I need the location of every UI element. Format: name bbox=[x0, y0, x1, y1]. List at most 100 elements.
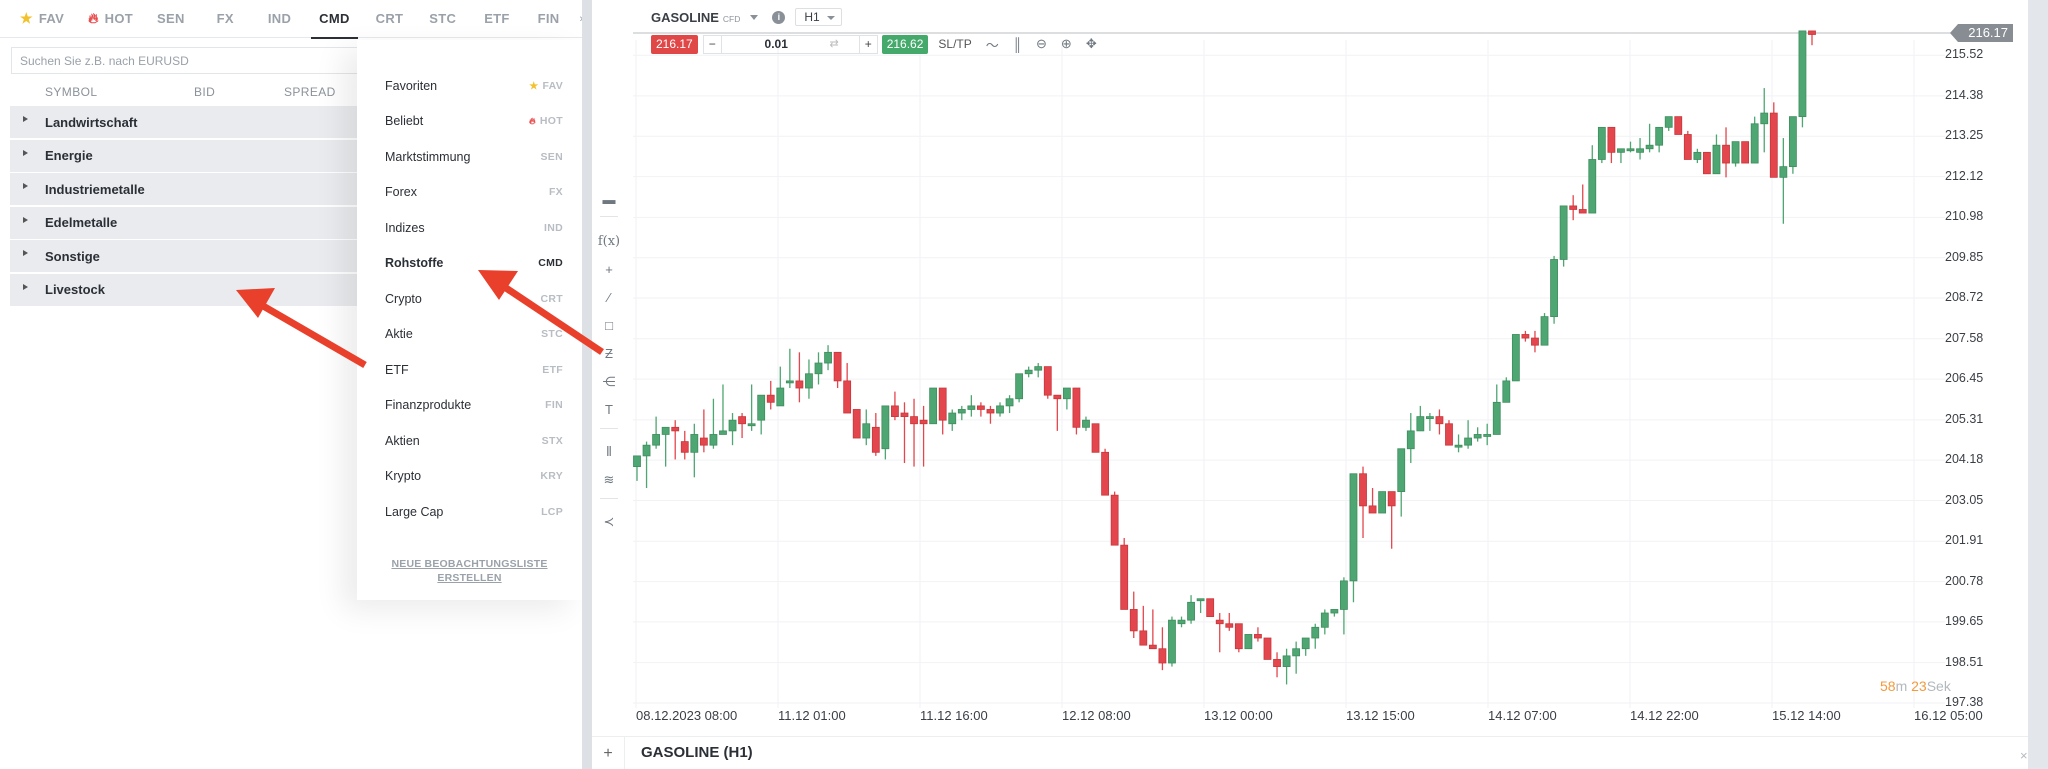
increase-button[interactable]: + bbox=[858, 35, 877, 53]
price-tick: 198.51 bbox=[1945, 654, 1984, 669]
time-tick: 12.12 08:00 bbox=[1062, 708, 1131, 723]
line-chart-icon[interactable]: 〜 bbox=[985, 37, 999, 53]
quantity-stepper: − 0.01 ⇄ + bbox=[702, 34, 878, 54]
time-tick: 13.12 15:00 bbox=[1346, 708, 1415, 723]
chart-type-icon[interactable]: ▬ bbox=[602, 192, 616, 207]
drawing-toolbar: ▬ f(x) + ⁄ □ Ƶ ⋲ T ⫴ ≋ ≺ bbox=[592, 180, 626, 560]
decrease-button[interactable]: − bbox=[704, 35, 722, 53]
layers-icon[interactable]: ≋ bbox=[603, 472, 615, 487]
menu-item-large-cap[interactable]: Large Cap LCP bbox=[385, 505, 563, 519]
pitchfork-icon[interactable]: ⋲ bbox=[602, 374, 616, 389]
group-industriemetalle[interactable]: Industriemetalle bbox=[10, 173, 362, 205]
price-tick: 208.72 bbox=[1945, 290, 1984, 305]
menu-item-finanzprodukte[interactable]: Finanzprodukte FIN bbox=[385, 398, 563, 412]
tab-fav[interactable]: ★ FAV bbox=[20, 10, 65, 26]
menu-item-krypto[interactable]: Krypto KRY bbox=[385, 469, 563, 483]
crosshair-icon[interactable]: + bbox=[605, 262, 613, 277]
time-tick: 16.12 05:00 bbox=[1914, 708, 1983, 723]
column-bid[interactable]: BID bbox=[194, 85, 216, 99]
menu-item-indizes[interactable]: Indizes IND bbox=[385, 221, 563, 235]
flame-icon: 🔥︎ bbox=[88, 10, 99, 26]
time-tick: 08.12.2023 08:00 bbox=[636, 708, 738, 723]
share-icon[interactable]: ≺ bbox=[603, 514, 615, 529]
add-pane-button[interactable]: + bbox=[592, 737, 625, 769]
group-landwirtschaft[interactable]: Landwirtschaft bbox=[10, 106, 362, 138]
current-price-label: 216.17 bbox=[1950, 24, 2013, 42]
group-sonstige[interactable]: Sonstige bbox=[10, 240, 362, 272]
tab-stc[interactable]: STC bbox=[429, 11, 457, 26]
menu-item-beliebt[interactable]: Beliebt 🔥︎ HOT bbox=[385, 114, 563, 128]
column-symbol[interactable]: SYMBOL bbox=[45, 85, 98, 99]
column-spread[interactable]: SPREAD bbox=[284, 85, 336, 99]
trade-bar: 216.17 − 0.01 ⇄ + 216.62 SL/TP 〜 ║ ⊖ ⊕ ✥ bbox=[651, 34, 1097, 54]
create-watchlist-link[interactable]: NEUE BEOBACHTUNGSLISTE ERSTELLEN bbox=[391, 558, 548, 584]
star-icon: ★ bbox=[20, 10, 33, 26]
candles-icon[interactable]: ║ bbox=[1012, 36, 1022, 52]
menu-item-rohstoffe[interactable]: Rohstoffe CMD bbox=[385, 256, 563, 270]
chart-area bbox=[592, 0, 2028, 769]
expand-arrow-icon bbox=[23, 250, 28, 256]
time-tick: 14.12 22:00 bbox=[1630, 708, 1699, 723]
tab-fin[interactable]: FIN bbox=[537, 11, 560, 26]
price-tick: 197.38 bbox=[1945, 695, 1984, 709]
symbol-dropdown-icon[interactable] bbox=[750, 14, 759, 20]
quantity-input[interactable]: 0.01 bbox=[764, 37, 788, 51]
menu-item-etf[interactable]: ETF ETF bbox=[385, 363, 563, 377]
timeframe-select[interactable]: H1 bbox=[795, 8, 843, 26]
trendline-icon[interactable]: ⁄ bbox=[607, 290, 611, 305]
price-axis[interactable]: 215.52 214.38 213.25 212.12 210.98 209.85 208.… bbox=[1945, 0, 2025, 720]
close-icon[interactable]: × bbox=[2020, 748, 2028, 763]
group-energie[interactable]: Energie bbox=[10, 139, 362, 172]
expand-arrow-icon bbox=[23, 283, 28, 290]
price-tick: 214.38 bbox=[1945, 87, 1984, 102]
sltp-button[interactable]: SL/TP bbox=[938, 37, 972, 51]
menu-item-favoriten[interactable]: Favoriten ★ FAV bbox=[385, 79, 563, 93]
menu-item-forex[interactable]: Forex FX bbox=[385, 185, 563, 199]
candle-countdown: 58m 23Sek bbox=[1880, 678, 1951, 694]
price-tick: 199.65 bbox=[1945, 613, 1984, 628]
price-tick: 213.25 bbox=[1945, 128, 1984, 143]
expand-arrow-icon bbox=[23, 116, 28, 122]
price-tick: 212.12 bbox=[1945, 168, 1984, 183]
zoom-in-icon[interactable]: ⊕ bbox=[1060, 36, 1072, 51]
tab-hot[interactable]: 🔥︎ HOT bbox=[88, 10, 133, 26]
price-tick: 210.98 bbox=[1945, 209, 1984, 224]
time-tick: 11.12 16:00 bbox=[920, 708, 988, 723]
expand-arrow-icon bbox=[23, 149, 28, 156]
tab-fx[interactable]: FX bbox=[216, 11, 234, 26]
fibonacci-icon[interactable]: Ƶ bbox=[605, 346, 613, 361]
sell-button[interactable]: 216.17 bbox=[651, 34, 698, 54]
price-tick: 203.05 bbox=[1945, 492, 1984, 507]
tab-ind[interactable]: IND bbox=[267, 11, 292, 26]
tab-crt[interactable]: CRT bbox=[375, 11, 404, 26]
price-tick: 215.52 bbox=[1945, 47, 1984, 62]
info-icon[interactable]: i bbox=[772, 10, 786, 24]
tab-etf[interactable]: ETF bbox=[484, 11, 510, 26]
time-axis[interactable]: 08.12.2023 08:00 11.12 01:00 11.12 16:00 12… bbox=[0, 708, 2048, 728]
symbol-name[interactable]: GASOLINE bbox=[651, 9, 719, 25]
time-tick: 11.12 01:00 bbox=[778, 708, 846, 723]
menu-item-marktstimmung[interactable]: Marktstimmung SEN bbox=[385, 150, 563, 164]
menu-item-aktien[interactable]: Aktien STX bbox=[385, 434, 563, 448]
pane-title: GASOLINE (H1) bbox=[641, 744, 753, 761]
expand-arrow-icon bbox=[23, 183, 28, 189]
compare-icon[interactable]: ⫴ bbox=[606, 444, 612, 459]
move-icon[interactable]: ✥ bbox=[1085, 36, 1097, 51]
chart-header: GASOLINE CFD i H1 bbox=[651, 7, 843, 27]
tab-cmd[interactable]: CMD bbox=[305, 0, 364, 39]
rectangle-icon[interactable]: □ bbox=[605, 318, 613, 333]
price-tick: 205.31 bbox=[1945, 411, 1984, 426]
panel-splitter[interactable] bbox=[582, 0, 592, 769]
indicator-fx-icon[interactable]: f(x) bbox=[597, 234, 621, 249]
zoom-out-icon[interactable]: ⊖ bbox=[1036, 36, 1047, 51]
buy-button[interactable]: 216.62 bbox=[881, 34, 929, 54]
text-icon[interactable]: T bbox=[605, 402, 613, 417]
swap-icon[interactable]: ⇄ bbox=[829, 37, 839, 50]
search-input[interactable]: Suchen Sie z.B. nach EURUSD bbox=[11, 47, 361, 74]
column-headers: SYMBOL BID SPREAD bbox=[0, 82, 360, 102]
group-edelmetalle[interactable]: Edelmetalle bbox=[10, 206, 362, 239]
tab-sen[interactable]: SEN bbox=[157, 11, 185, 26]
scrollbar[interactable] bbox=[2028, 0, 2048, 769]
instrument-type: CFD bbox=[722, 13, 741, 24]
